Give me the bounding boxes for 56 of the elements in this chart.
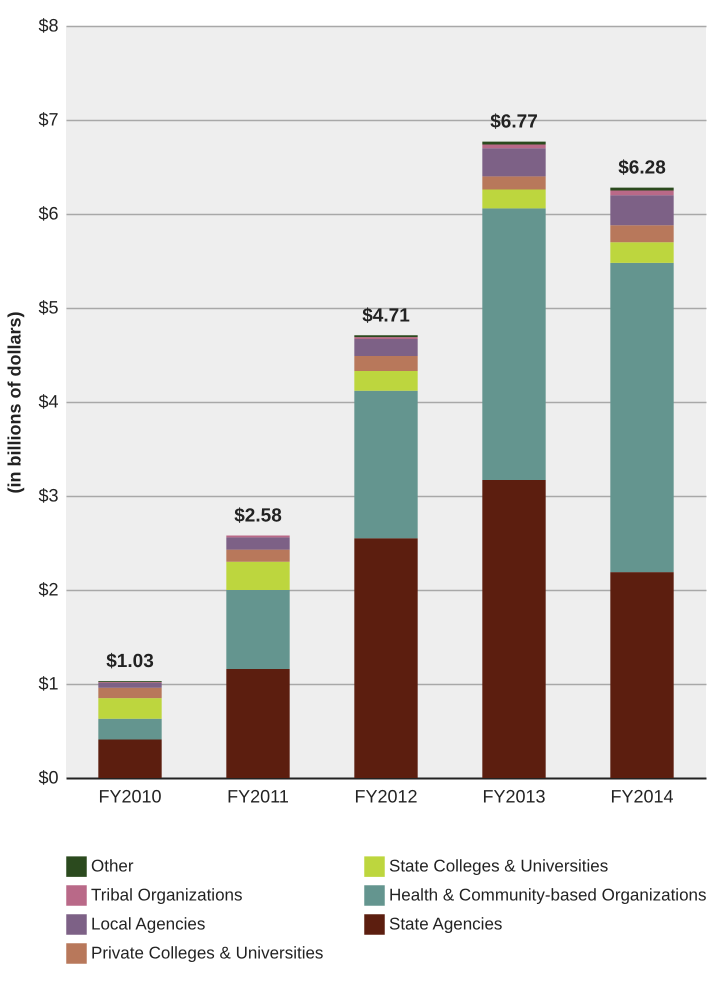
bar bbox=[482, 176, 546, 190]
y-tick-label: $8 bbox=[38, 16, 58, 36]
bar bbox=[354, 370, 418, 391]
bar bbox=[98, 718, 162, 740]
legend-label: Private Colleges & Universities bbox=[91, 944, 324, 962]
x-tick-label: FY2014 bbox=[610, 786, 674, 806]
y-tick-label: $5 bbox=[38, 298, 58, 318]
legend-label: Other bbox=[91, 856, 134, 876]
y-tick-label: $4 bbox=[38, 392, 58, 412]
total-label: $6.28 bbox=[618, 158, 666, 179]
total-label: $1.03 bbox=[106, 651, 154, 672]
bar bbox=[610, 262, 674, 572]
bar bbox=[98, 739, 162, 778]
bar bbox=[226, 550, 290, 562]
bar bbox=[610, 188, 674, 190]
legend-label: State Colleges & Universities bbox=[389, 856, 608, 876]
bar bbox=[226, 562, 290, 590]
y-axis-title: (in billions of dollars) bbox=[4, 312, 24, 494]
total-label: $6.77 bbox=[490, 112, 538, 133]
legend-label: Health & Community-based Organizations bbox=[389, 886, 706, 904]
bar bbox=[354, 356, 418, 371]
bar bbox=[482, 144, 546, 148]
y-tick-label: $2 bbox=[38, 580, 58, 600]
x-tick-label: FY2010 bbox=[98, 786, 162, 806]
bar bbox=[482, 208, 546, 480]
legend-label: Tribal Organizations bbox=[91, 886, 242, 904]
bar bbox=[610, 195, 674, 226]
y-tick-label: $0 bbox=[38, 768, 58, 788]
bar bbox=[226, 537, 290, 550]
bar bbox=[482, 190, 546, 208]
bar bbox=[98, 698, 162, 719]
bar bbox=[98, 683, 162, 688]
bar bbox=[226, 668, 290, 778]
bar bbox=[610, 190, 674, 196]
bar bbox=[482, 142, 546, 144]
bar bbox=[354, 390, 418, 538]
bar bbox=[482, 148, 546, 176]
total-label: $4.71 bbox=[362, 305, 410, 326]
x-tick-label: FY2011 bbox=[227, 786, 289, 806]
y-tick-label: $6 bbox=[38, 204, 58, 224]
x-tick-label: FY2012 bbox=[354, 786, 418, 806]
bar bbox=[610, 242, 674, 263]
bar bbox=[354, 538, 418, 778]
bar bbox=[610, 225, 674, 242]
bar bbox=[226, 590, 290, 669]
legend-label: Local Agencies bbox=[91, 914, 206, 934]
bar bbox=[610, 572, 674, 778]
x-tick-label: FY2013 bbox=[482, 786, 546, 806]
y-tick-label: $3 bbox=[38, 486, 58, 506]
bar bbox=[354, 339, 418, 356]
bar bbox=[98, 688, 162, 698]
legend-label: State Agencies bbox=[389, 914, 502, 934]
total-label: $2.58 bbox=[234, 505, 282, 526]
y-tick-label: $7 bbox=[38, 110, 58, 130]
y-tick-label: $1 bbox=[38, 674, 58, 694]
bar bbox=[482, 480, 546, 778]
